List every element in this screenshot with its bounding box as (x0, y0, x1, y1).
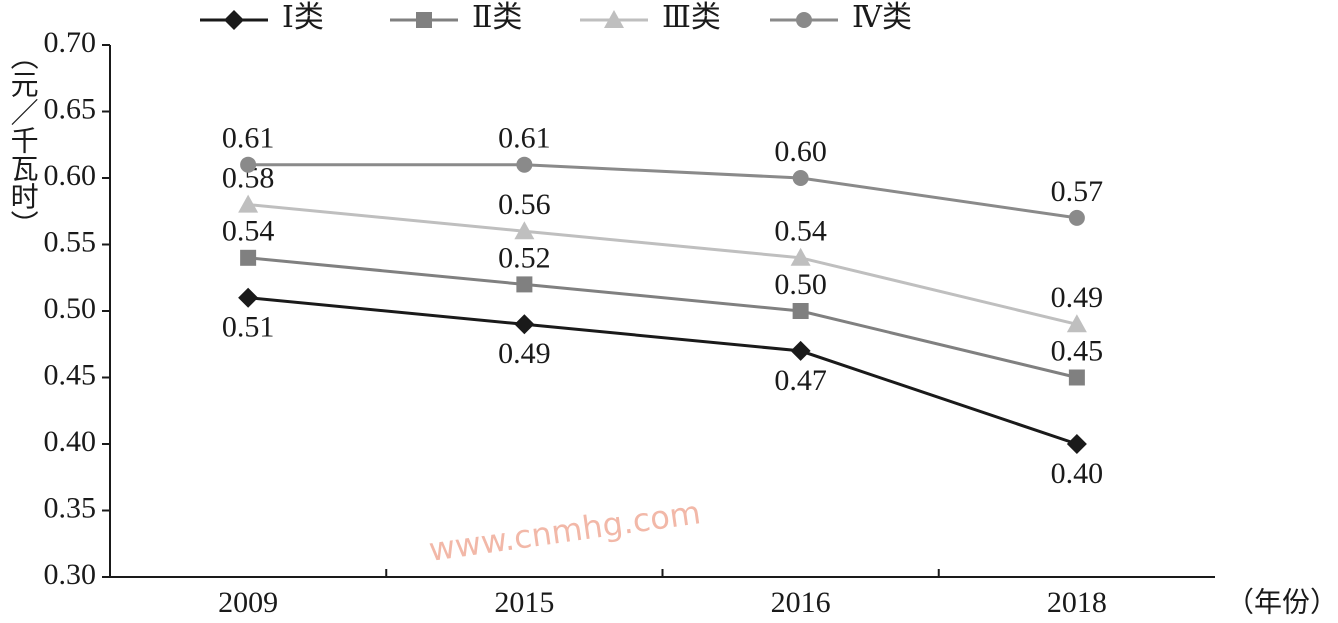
marker (790, 247, 811, 266)
marker (238, 287, 259, 308)
series-line (247, 296, 1078, 446)
watermark: www.cnmhg.com (426, 493, 703, 569)
data-label: 0.50 (774, 268, 827, 301)
data-label: 0.45 (1051, 334, 1104, 367)
marker (604, 10, 624, 28)
marker (238, 194, 259, 213)
legend-label: Ⅲ类 (662, 1, 721, 34)
data-label: 0.61 (498, 122, 551, 155)
y-tick-label: 0.40 (44, 425, 97, 458)
data-label: 0.40 (1051, 457, 1104, 490)
marker (416, 12, 432, 28)
marker (1068, 369, 1085, 386)
marker (1068, 209, 1085, 226)
marker (796, 12, 812, 28)
data-label: 0.57 (1051, 175, 1104, 208)
data-label: 0.54 (774, 215, 827, 248)
data-label: 0.60 (774, 135, 827, 168)
marker (240, 249, 257, 266)
x-tick-label: 2018 (1047, 586, 1107, 619)
data-label: 0.56 (498, 188, 551, 221)
y-tick-label: 0.60 (44, 159, 97, 192)
x-axis-label: （年份） (1226, 586, 1338, 618)
marker (1066, 314, 1087, 333)
data-label: 0.49 (498, 337, 551, 370)
legend-label: Ⅱ类 (472, 1, 522, 34)
y-axis-label: （元／千瓦时） (7, 42, 39, 238)
y-tick-label: 0.55 (44, 225, 97, 258)
series-line (247, 256, 1078, 379)
y-tick-label: 0.50 (44, 292, 97, 325)
data-label: 0.49 (1051, 281, 1104, 314)
legend-label: Ⅰ类 (282, 1, 324, 34)
marker (792, 170, 809, 186)
marker (240, 156, 257, 173)
marker (514, 221, 535, 240)
y-tick-label: 0.30 (44, 558, 97, 591)
series-line (248, 163, 1078, 220)
data-label: 0.51 (222, 311, 275, 344)
y-tick-label: 0.35 (44, 491, 97, 524)
series-line (247, 203, 1078, 326)
legend-label: Ⅳ类 (852, 1, 912, 34)
data-label: 0.52 (498, 241, 551, 274)
marker (514, 314, 535, 335)
x-tick-label: 2009 (218, 586, 278, 619)
marker (1066, 434, 1087, 454)
data-label: 0.61 (222, 122, 275, 155)
y-tick-label: 0.70 (44, 26, 97, 59)
marker (792, 303, 809, 319)
x-tick-label: 2016 (771, 586, 831, 619)
x-tick-label: 2015 (494, 586, 554, 619)
marker (224, 10, 244, 30)
data-label: 0.47 (774, 364, 827, 397)
marker (516, 276, 533, 293)
y-tick-label: 0.45 (44, 358, 97, 391)
marker (790, 340, 811, 361)
marker (516, 156, 533, 173)
data-label: 0.54 (222, 215, 275, 248)
y-tick-label: 0.65 (44, 92, 97, 125)
